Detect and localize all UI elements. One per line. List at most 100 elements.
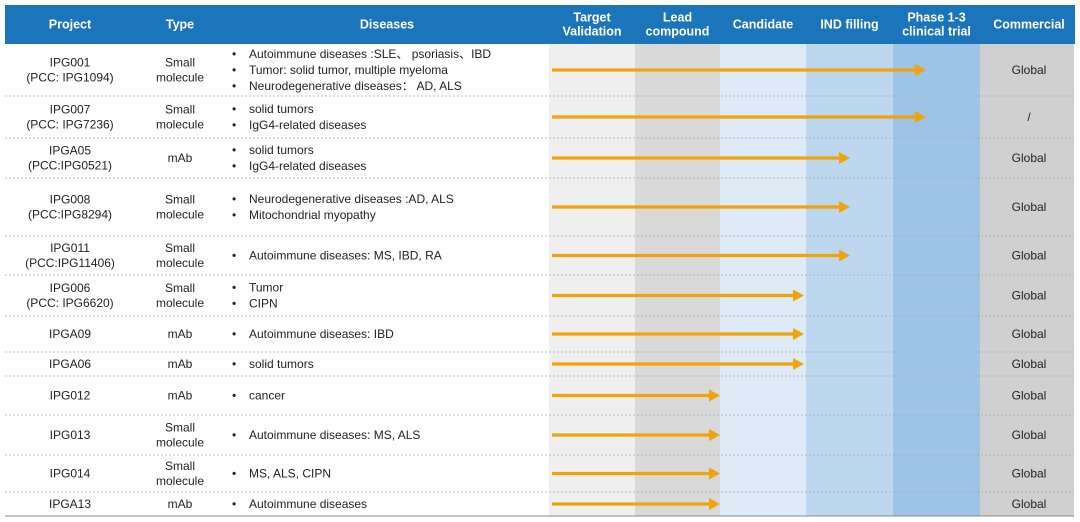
project-type: molecule <box>156 118 204 132</box>
project-type: Small <box>165 241 195 255</box>
project-name: IPGA13 <box>49 497 91 511</box>
project-type: mAb <box>168 327 193 341</box>
commercial-status: Global <box>1012 151 1047 165</box>
commercial-column-bg <box>980 44 1074 516</box>
project-type: Small <box>165 103 195 117</box>
commercial-status: Global <box>1012 289 1047 303</box>
arrow-head-icon <box>709 389 720 402</box>
project-type: molecule <box>156 296 204 310</box>
arrow-head-icon <box>915 111 926 123</box>
disease-item: Neurodegenerative diseases： AD, ALS <box>249 79 462 93</box>
header-candidate: Candidate <box>733 18 793 32</box>
bullet-icon: • <box>232 357 236 371</box>
bullet-icon: • <box>232 118 236 132</box>
commercial-status: Global <box>1012 249 1047 263</box>
project-name: (PCC: IPG6620) <box>26 296 113 310</box>
project-type: Small <box>165 193 195 207</box>
bullet-icon: • <box>232 281 236 295</box>
disease-item: Mitochondrial myopathy <box>249 208 376 222</box>
project-name: (PCC:IPG8294) <box>28 208 112 222</box>
project-name: (PCC: IPG7236) <box>26 118 113 132</box>
bullet-icon: • <box>232 497 236 511</box>
header-ind-filling: IND filling <box>820 18 878 32</box>
commercial-status: Global <box>1012 200 1047 214</box>
arrow-head-icon <box>793 328 804 340</box>
project-type: mAb <box>168 497 193 511</box>
header-phase: Phase 1-3 <box>907 11 965 25</box>
bullet-icon: • <box>232 389 236 403</box>
project-type: molecule <box>156 71 204 85</box>
header-project: Project <box>49 18 92 32</box>
disease-item: Autoimmune diseases <box>249 497 367 511</box>
bullet-icon: • <box>232 192 236 206</box>
project-name: IPG006 <box>50 281 91 295</box>
bullet-icon: • <box>232 63 236 77</box>
commercial-status: Global <box>1012 389 1047 403</box>
disease-item: Tumor <box>249 281 283 295</box>
bullet-icon: • <box>232 47 236 61</box>
disease-item: Autoimmune diseases :SLE、 psoriasis、IBD <box>249 47 491 61</box>
commercial-status: Global <box>1012 497 1047 511</box>
project-type: mAb <box>168 151 193 165</box>
bullet-icon: • <box>232 102 236 116</box>
project-type: Small <box>165 56 195 70</box>
bullet-icon: • <box>232 297 236 311</box>
arrow-head-icon <box>709 429 720 441</box>
disease-item: cancer <box>249 389 285 403</box>
bullet-icon: • <box>232 79 236 93</box>
project-name: IPGA09 <box>49 327 91 341</box>
commercial-status: Global <box>1012 467 1047 481</box>
bullet-icon: • <box>232 467 236 481</box>
stage-column-bg <box>893 44 980 516</box>
commercial-status: Global <box>1012 327 1047 341</box>
bullet-icon: • <box>232 143 236 157</box>
arrow-head-icon <box>793 358 804 370</box>
arrow-head-icon <box>709 467 720 480</box>
disease-item: Neurodegenerative diseases :AD, ALS <box>249 192 454 206</box>
stage-column-bg <box>549 44 635 516</box>
disease-item: solid tumors <box>249 102 314 116</box>
header-type: Type <box>166 18 194 32</box>
project-name: IPG012 <box>50 389 91 403</box>
project-name: IPGA06 <box>49 357 91 371</box>
project-name: IPG014 <box>50 467 91 481</box>
header-phase: clinical trial <box>902 25 971 39</box>
project-type: Small <box>165 421 195 435</box>
project-type: molecule <box>156 436 204 450</box>
disease-item: Autoimmune diseases: MS, ALS <box>249 428 420 442</box>
header-commercial: Commercial <box>993 18 1065 32</box>
project-name: (PCC:IPG0521) <box>28 159 112 173</box>
stage-column-bg <box>635 44 720 516</box>
project-name: IPG001 <box>50 56 91 70</box>
disease-item: Autoimmune diseases: IBD <box>249 327 394 341</box>
commercial-status: Global <box>1012 357 1047 371</box>
header-lead-compound: Lead <box>663 11 692 25</box>
disease-item: MS, ALS, CIPN <box>249 467 331 481</box>
bullet-icon: • <box>232 249 236 263</box>
project-type: mAb <box>168 357 193 371</box>
arrow-head-icon <box>793 289 804 302</box>
bullet-icon: • <box>232 327 236 341</box>
arrow-head-icon <box>839 249 850 262</box>
arrow-head-icon <box>915 64 926 76</box>
project-type: molecule <box>156 256 204 270</box>
project-type: mAb <box>168 389 193 403</box>
header-target-validation: Target <box>573 11 611 25</box>
header-target-validation: Validation <box>562 25 621 39</box>
disease-item: solid tumors <box>249 143 314 157</box>
project-type: Small <box>165 459 195 473</box>
commercial-status: / <box>1027 110 1031 124</box>
disease-item: IgG4-related diseases <box>249 159 366 173</box>
project-name: IPG007 <box>50 103 91 117</box>
stage-column-bg <box>720 44 806 516</box>
project-name: (PCC:IPG11406) <box>25 256 115 270</box>
project-type: Small <box>165 281 195 295</box>
disease-item: Tumor: solid tumor, multiple myeloma <box>249 63 448 77</box>
project-name: IPG013 <box>50 428 91 442</box>
header-bar <box>5 5 1075 44</box>
bullet-icon: • <box>232 208 236 222</box>
disease-item: solid tumors <box>249 357 314 371</box>
bullet-icon: • <box>232 159 236 173</box>
header-diseases: Diseases <box>360 18 414 32</box>
